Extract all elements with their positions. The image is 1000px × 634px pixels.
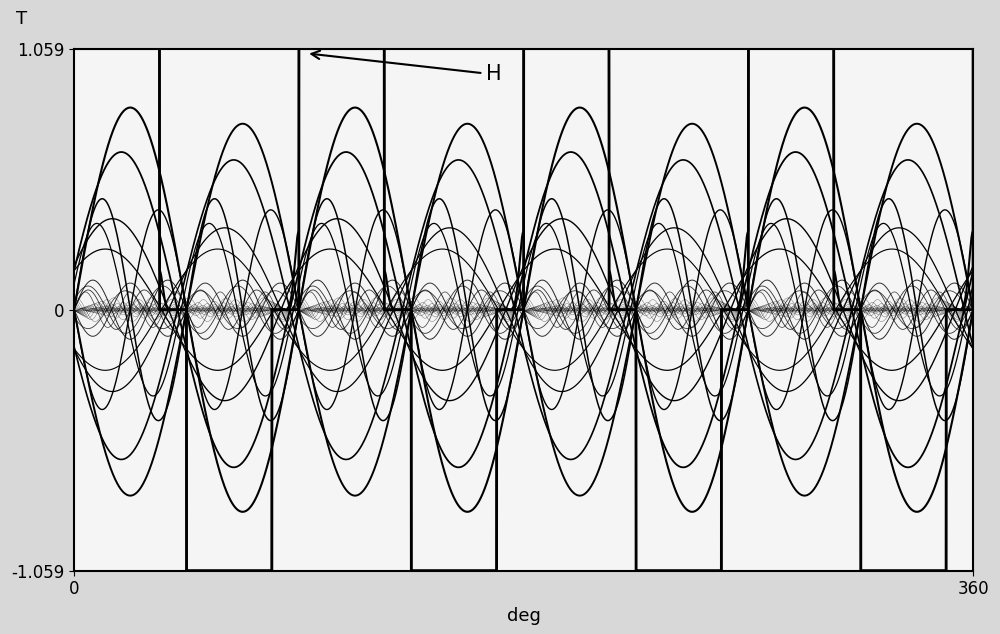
Text: T: T [16,10,27,28]
X-axis label: deg: deg [507,607,541,625]
Text: H: H [311,51,502,84]
